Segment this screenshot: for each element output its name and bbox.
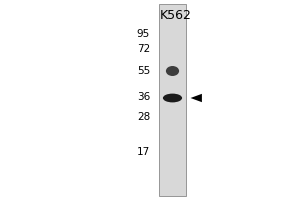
Text: 55: 55 xyxy=(137,66,150,76)
Ellipse shape xyxy=(166,66,179,76)
Text: 95: 95 xyxy=(137,29,150,39)
Text: K562: K562 xyxy=(160,9,191,22)
Polygon shape xyxy=(190,94,202,102)
Text: 36: 36 xyxy=(137,92,150,102)
Bar xyxy=(159,4,186,196)
Text: 17: 17 xyxy=(137,147,150,157)
Text: 72: 72 xyxy=(137,44,150,54)
Text: 28: 28 xyxy=(137,112,150,122)
Ellipse shape xyxy=(163,94,182,102)
